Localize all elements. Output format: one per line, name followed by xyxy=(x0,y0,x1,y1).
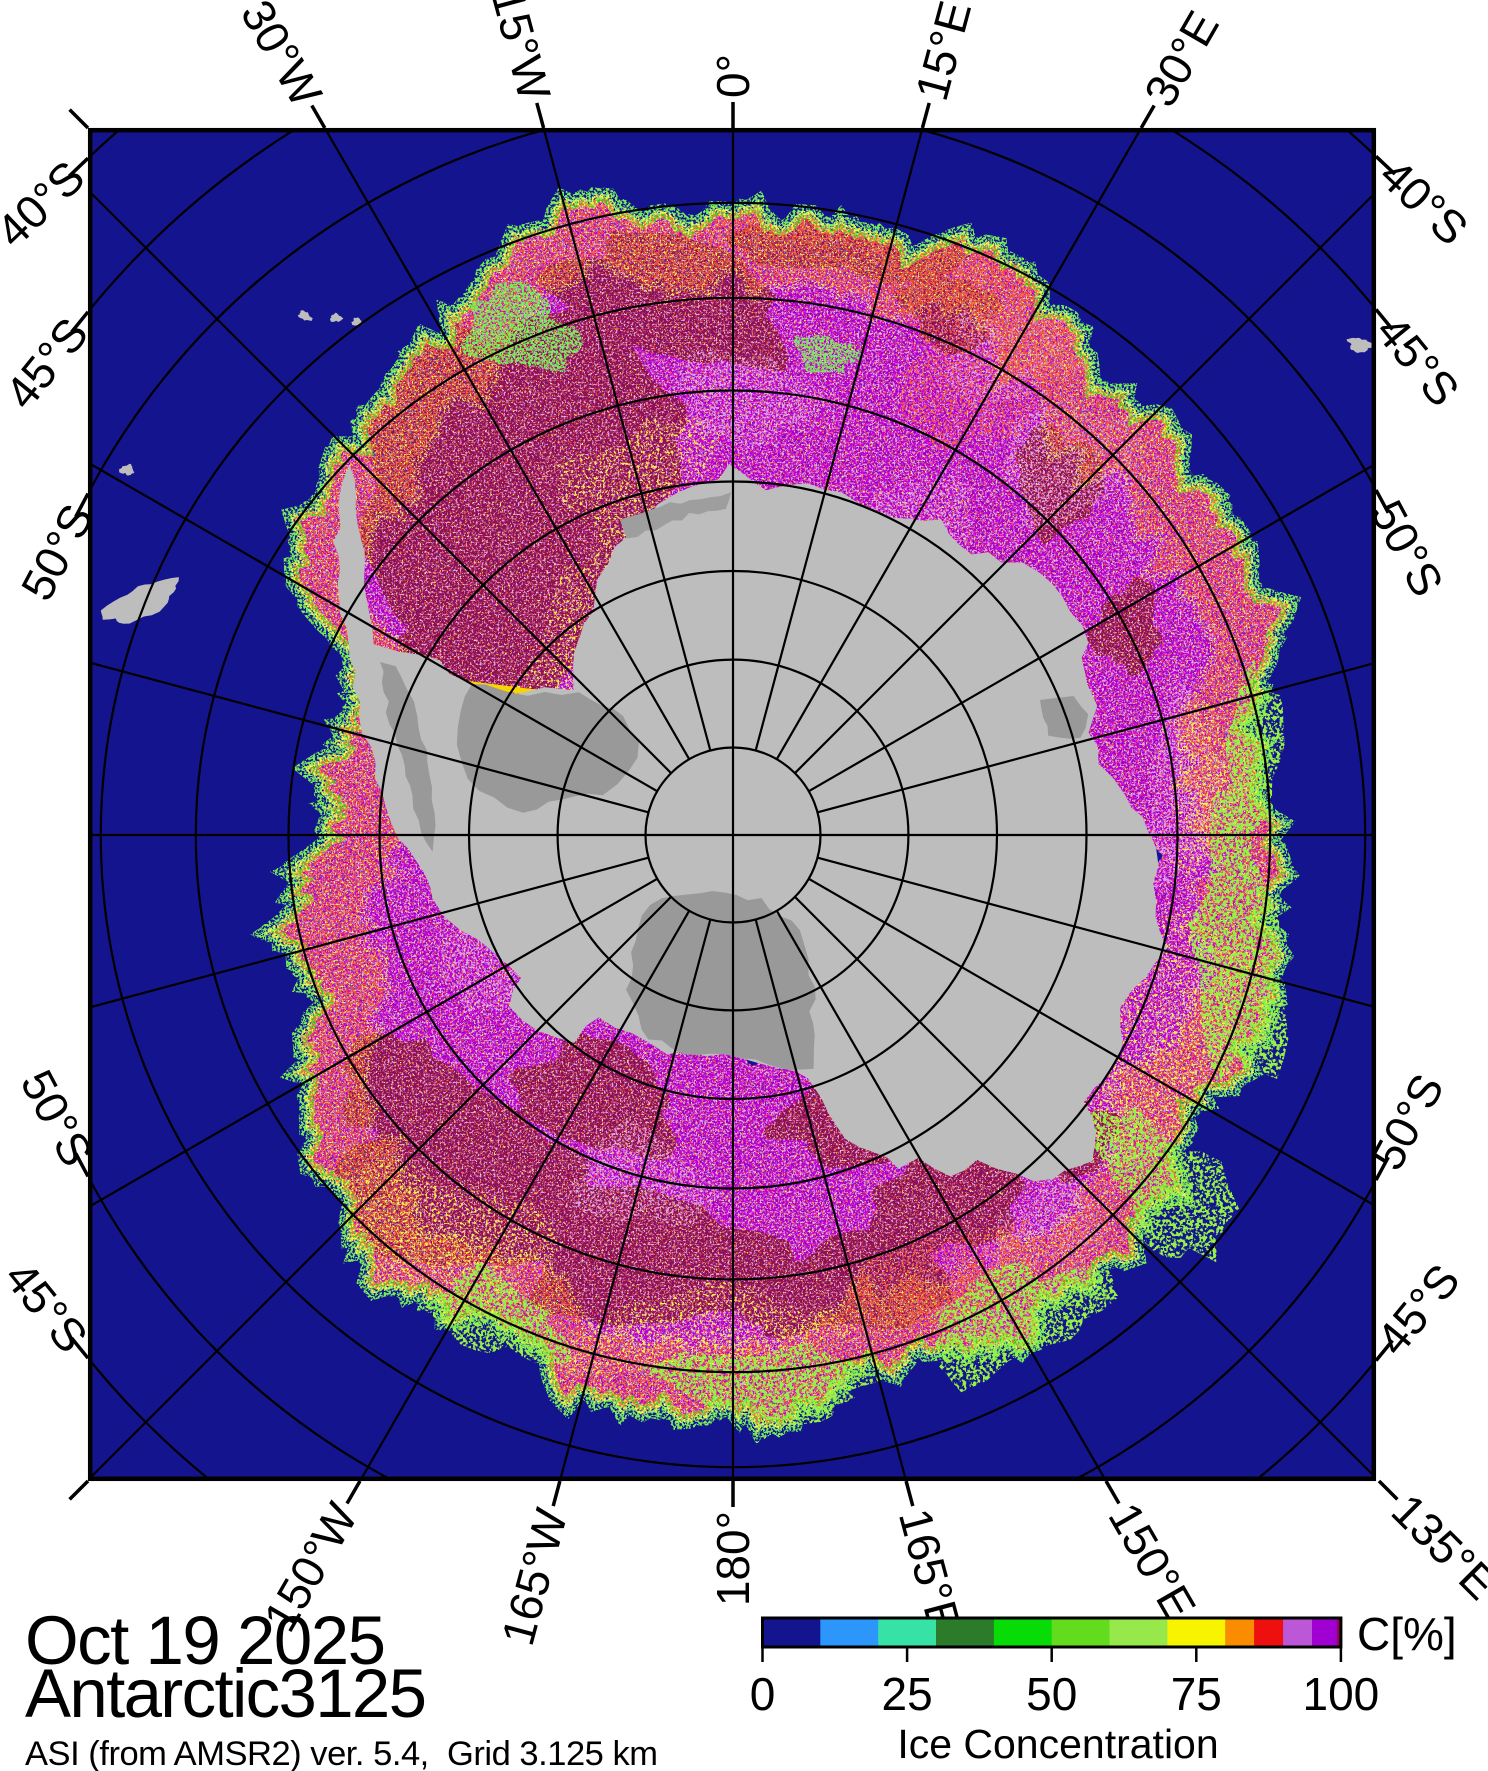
svg-text:ASI (from AMSR2) ver. 5.4, Gr: ASI (from AMSR2) ver. 5.4, Grid 3.125 km xyxy=(25,1735,658,1771)
svg-text:180°: 180° xyxy=(707,1511,759,1606)
svg-text:50: 50 xyxy=(1026,1668,1077,1720)
svg-text:25: 25 xyxy=(882,1668,933,1720)
svg-text:0°: 0° xyxy=(707,54,759,98)
svg-text:Oct 19 2025: Oct 19 2025 xyxy=(25,1602,386,1679)
svg-text:100: 100 xyxy=(1303,1668,1380,1720)
svg-text:C[%]: C[%] xyxy=(1357,1608,1457,1660)
svg-text:0: 0 xyxy=(750,1668,776,1720)
svg-text:Antarctic3125: Antarctic3125 xyxy=(25,1655,427,1732)
svg-text:Ice Concentration: Ice Concentration xyxy=(897,1721,1218,1767)
svg-text:75: 75 xyxy=(1171,1668,1222,1720)
